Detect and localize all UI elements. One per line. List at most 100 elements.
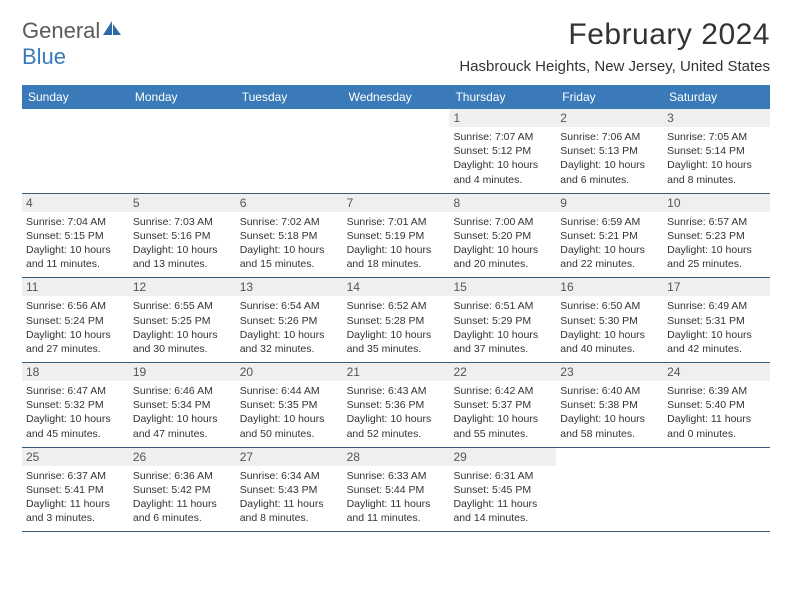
calendar-cell: 28Sunrise: 6:33 AMSunset: 5:44 PMDayligh… [343,448,450,532]
cell-text-line: Daylight: 10 hours [560,158,659,172]
logo-sail-icon [100,18,123,44]
date-number: 27 [236,448,343,466]
date-number: 9 [556,194,663,212]
cell-text-line: and 13 minutes. [133,257,232,271]
cell-text-line: and 27 minutes. [26,342,125,356]
cell-text-line: Sunset: 5:45 PM [453,483,552,497]
cell-text-line: Daylight: 10 hours [667,158,766,172]
cell-text-line: Sunrise: 6:44 AM [240,384,339,398]
cell-text-line: Sunset: 5:28 PM [347,314,446,328]
date-number: 14 [343,278,450,296]
logo-text-1: General [22,18,100,44]
cell-text-line: Sunset: 5:18 PM [240,229,339,243]
cell-text-line: Sunrise: 6:47 AM [26,384,125,398]
cell-text-line: Sunrise: 6:40 AM [560,384,659,398]
date-number: 15 [449,278,556,296]
cell-text-line: Sunset: 5:40 PM [667,398,766,412]
cell-text-line: Daylight: 10 hours [240,328,339,342]
cell-text-line: Daylight: 11 hours [347,497,446,511]
dayhead-mon: Monday [129,85,236,109]
cell-text-line: Sunrise: 7:03 AM [133,215,232,229]
calendar-cell: 17Sunrise: 6:49 AMSunset: 5:31 PMDayligh… [663,278,770,362]
cell-text-line: Sunset: 5:14 PM [667,144,766,158]
calendar-cell: 19Sunrise: 6:46 AMSunset: 5:34 PMDayligh… [129,363,236,447]
cell-text-line: and 30 minutes. [133,342,232,356]
calendar-cell: 11Sunrise: 6:56 AMSunset: 5:24 PMDayligh… [22,278,129,362]
calendar-week: 4Sunrise: 7:04 AMSunset: 5:15 PMDaylight… [22,194,770,279]
cell-text-line: Daylight: 10 hours [240,243,339,257]
cell-text-line: Sunset: 5:30 PM [560,314,659,328]
calendar-cell: 8Sunrise: 7:00 AMSunset: 5:20 PMDaylight… [449,194,556,278]
cell-text-line: Sunrise: 7:06 AM [560,130,659,144]
date-number: 6 [236,194,343,212]
cell-text-line: Daylight: 10 hours [560,243,659,257]
cell-text-line: Sunrise: 6:57 AM [667,215,766,229]
date-number: 13 [236,278,343,296]
date-number: 29 [449,448,556,466]
calendar-cell: 26Sunrise: 6:36 AMSunset: 5:42 PMDayligh… [129,448,236,532]
cell-text-line: Daylight: 11 hours [453,497,552,511]
cell-text-line: Sunset: 5:32 PM [26,398,125,412]
cell-text-line: Sunset: 5:25 PM [133,314,232,328]
date-number: 1 [449,109,556,127]
date-number: 17 [663,278,770,296]
cell-text-line: Sunrise: 7:00 AM [453,215,552,229]
cell-text-line: Sunrise: 7:05 AM [667,130,766,144]
calendar-cell: 3 Sunrise: 7:05 AMSunset: 5:14 PMDaylight… [663,109,770,193]
calendar-cell [236,109,343,193]
date-number: 25 [22,448,129,466]
cell-text-line: Daylight: 10 hours [667,328,766,342]
cell-text-line: Sunset: 5:43 PM [240,483,339,497]
calendar-cell: 5Sunrise: 7:03 AMSunset: 5:16 PMDaylight… [129,194,236,278]
cell-text-line: Sunset: 5:16 PM [133,229,232,243]
cell-text-line: Sunset: 5:24 PM [26,314,125,328]
header: General February 2024 Hasbrouck Heights,… [22,18,770,75]
calendar-cell: 24Sunrise: 6:39 AMSunset: 5:40 PMDayligh… [663,363,770,447]
cell-text-line: Daylight: 11 hours [133,497,232,511]
cell-text-line: Sunrise: 6:52 AM [347,299,446,313]
dayhead-sat: Saturday [663,85,770,109]
calendar-cell: 16Sunrise: 6:50 AMSunset: 5:30 PMDayligh… [556,278,663,362]
logo: General [22,18,123,44]
cell-text-line: Daylight: 10 hours [347,243,446,257]
cell-text-line: Daylight: 11 hours [667,412,766,426]
cell-text-line: and 8 minutes. [667,173,766,187]
cell-text-line: Sunrise: 6:37 AM [26,469,125,483]
cell-text-line: Sunset: 5:37 PM [453,398,552,412]
cell-text-line: Sunrise: 7:04 AM [26,215,125,229]
cell-text-line: and 18 minutes. [347,257,446,271]
date-number: 3 [663,109,770,127]
cell-text-line: Sunrise: 6:56 AM [26,299,125,313]
cell-text-line: Sunrise: 6:36 AM [133,469,232,483]
logo-text-2: Blue [22,44,66,70]
cell-text-line: Daylight: 10 hours [560,412,659,426]
date-number: 24 [663,363,770,381]
cell-text-line: Sunset: 5:29 PM [453,314,552,328]
calendar-week: 11 Sunrise: 6:56 AMSunset: 5:24 PM Dayligh… [22,278,770,363]
cell-text-line: Daylight: 10 hours [26,243,125,257]
cell-text-line: Sunset: 5:26 PM [240,314,339,328]
cell-text-line: Sunrise: 6:50 AM [560,299,659,313]
cell-text-line: Sunset: 5:41 PM [26,483,125,497]
date-number: 11 [22,278,129,296]
cell-text-line: Daylight: 10 hours [667,243,766,257]
cell-text-line: Daylight: 10 hours [560,328,659,342]
cell-text-line: Daylight: 10 hours [347,328,446,342]
cell-text-line: and 14 minutes. [453,511,552,525]
cell-text-line: Daylight: 10 hours [133,243,232,257]
cell-text-line: Daylight: 10 hours [453,328,552,342]
cell-text-line: Daylight: 10 hours [453,158,552,172]
calendar-cell: 20Sunrise: 6:44 AMSunset: 5:35 PMDayligh… [236,363,343,447]
cell-text-line: and 35 minutes. [347,342,446,356]
cell-text-line: and 42 minutes. [667,342,766,356]
cell-text-line: and 0 minutes. [667,427,766,441]
calendar-cell: 29Sunrise: 6:31 AMSunset: 5:45 PMDayligh… [449,448,556,532]
cell-text-line: Sunrise: 6:51 AM [453,299,552,313]
date-number: 21 [343,363,450,381]
cell-text-line: and 47 minutes. [133,427,232,441]
calendar-cell: 13Sunrise: 6:54 AMSunset: 5:26 PMDayligh… [236,278,343,362]
calendar: Sunday Monday Tuesday Wednesday Thursday… [22,85,770,532]
title-block: February 2024 Hasbrouck Heights, New Jer… [459,18,770,75]
cell-text-line: Sunset: 5:42 PM [133,483,232,497]
cell-text-line: Daylight: 11 hours [26,497,125,511]
